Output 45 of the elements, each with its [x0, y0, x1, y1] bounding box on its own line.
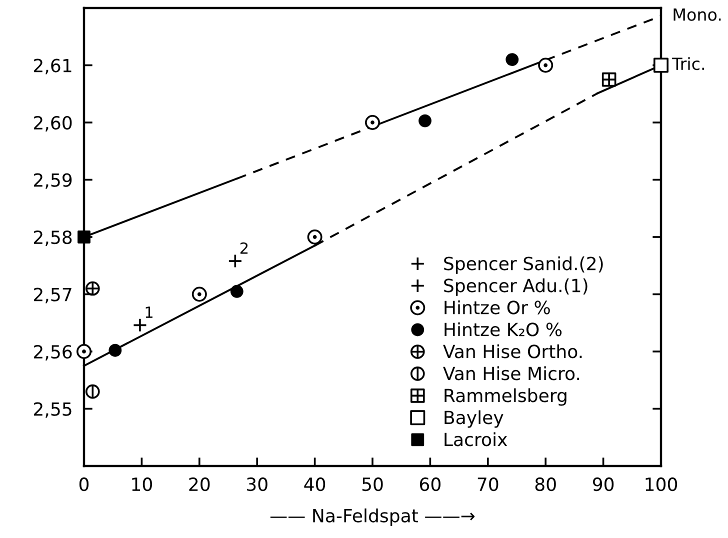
point — [230, 284, 244, 298]
point — [86, 384, 100, 399]
x-tick-label: 100 — [646, 477, 678, 492]
y-tick-label: 2,61 — [34, 58, 72, 74]
x-tick-label: 10 — [132, 477, 152, 492]
x-tick-label: 50 — [362, 477, 383, 492]
annotation: Mono. — [674, 8, 721, 21]
x-tick-label: 30 — [246, 477, 268, 492]
x-tick-label: 0 — [79, 477, 89, 492]
y-tick-label: 2,59 — [34, 173, 72, 189]
x-tick-label: 90 — [592, 477, 614, 492]
point — [86, 281, 100, 296]
point — [602, 72, 616, 87]
y-tick-label: 2,60 — [34, 116, 72, 132]
point — [192, 286, 207, 302]
annotation: Tric. — [672, 57, 704, 70]
point — [108, 344, 122, 357]
annotation: 2 — [240, 242, 248, 254]
x-tick-label: 20 — [189, 477, 210, 492]
legend-label: Van Hise Micro. — [443, 366, 580, 380]
legend-label: Hintze Or % — [444, 300, 550, 314]
legend-label: Rammelsberg — [444, 388, 566, 406]
x-tick-label: 60 — [420, 477, 440, 492]
x-tick-label: 70 — [478, 477, 498, 492]
y-tick-label: 2,57 — [34, 288, 72, 304]
point — [538, 58, 554, 73]
legend-label: Bayley — [444, 410, 504, 428]
x-axis-title: —— Na-Feldspat ——→ — [270, 508, 475, 526]
legend-label: Spencer Sanid.(2) — [444, 256, 603, 274]
legend-label: Van Hise Ortho. — [443, 344, 582, 358]
y-tick-label: 2,58 — [34, 230, 72, 246]
point — [365, 115, 380, 130]
point — [418, 114, 432, 128]
point — [506, 53, 519, 66]
annotation: 1 — [146, 306, 152, 318]
legend-label: Lacroix — [444, 432, 508, 446]
point — [228, 254, 242, 268]
point — [307, 230, 322, 244]
legend-label: Hintze K₂O % — [444, 322, 562, 336]
x-tick-label: 40 — [304, 477, 326, 492]
point — [76, 344, 92, 359]
y-tick-label: 2,56 — [34, 344, 72, 360]
legend-label: Spencer Adu.(1) — [444, 278, 588, 296]
x-tick-label: 80 — [535, 477, 556, 492]
y-tick-label: 2,55 — [34, 402, 72, 418]
